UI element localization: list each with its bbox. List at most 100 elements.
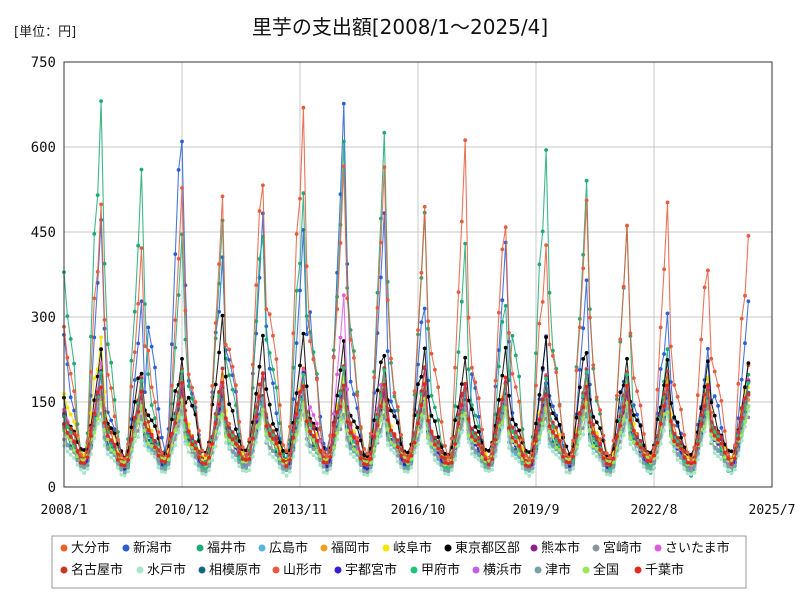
series-point bbox=[675, 440, 680, 444]
series-point bbox=[116, 465, 120, 470]
series-point bbox=[247, 460, 252, 465]
series-point bbox=[466, 440, 471, 444]
series-point bbox=[234, 435, 238, 439]
series-point bbox=[109, 430, 114, 435]
series-point bbox=[736, 436, 741, 441]
series-point bbox=[116, 457, 120, 462]
series-point bbox=[112, 458, 117, 463]
series-point bbox=[200, 471, 205, 476]
series-point bbox=[385, 349, 390, 354]
series-point bbox=[712, 429, 717, 434]
series-point bbox=[544, 243, 548, 248]
series-point bbox=[99, 99, 103, 103]
series-point bbox=[163, 467, 168, 472]
series-point bbox=[341, 402, 346, 407]
series-point bbox=[547, 429, 552, 434]
series-point bbox=[429, 351, 434, 356]
series-point bbox=[355, 425, 360, 430]
x-tick-label: 2025/7 bbox=[749, 503, 796, 518]
series-point bbox=[385, 298, 390, 302]
series-point bbox=[621, 284, 626, 289]
series-point bbox=[422, 306, 427, 311]
series-point bbox=[348, 451, 353, 456]
series-point bbox=[554, 445, 559, 450]
series-point bbox=[240, 445, 245, 450]
legend-item: さいたま市 bbox=[654, 540, 730, 556]
series-point bbox=[180, 369, 184, 374]
series-point bbox=[385, 427, 390, 432]
series-point bbox=[301, 191, 306, 196]
series-point bbox=[153, 455, 157, 459]
series-point bbox=[524, 463, 528, 468]
series-point bbox=[601, 460, 606, 465]
series-point bbox=[459, 219, 464, 224]
series-point bbox=[281, 449, 285, 453]
series-point bbox=[146, 325, 151, 330]
series-point bbox=[463, 138, 468, 143]
series-point bbox=[65, 355, 70, 360]
series-point bbox=[615, 393, 619, 398]
series-point bbox=[395, 420, 400, 425]
series-point bbox=[105, 437, 110, 442]
series-point bbox=[227, 438, 232, 443]
series-point bbox=[507, 426, 511, 430]
series-point bbox=[473, 448, 478, 453]
series-point bbox=[368, 469, 373, 474]
series-point bbox=[362, 472, 366, 477]
series-point bbox=[547, 342, 552, 347]
series-point bbox=[665, 311, 670, 316]
series-point bbox=[389, 447, 393, 452]
series-point bbox=[95, 390, 100, 395]
legend-marker bbox=[198, 566, 206, 574]
series-point bbox=[618, 337, 623, 342]
series-point bbox=[534, 351, 538, 356]
series-point bbox=[551, 354, 555, 358]
series-point bbox=[604, 472, 609, 477]
series-point bbox=[180, 186, 184, 190]
x-tick-label: 2013/11 bbox=[273, 503, 328, 518]
series-point bbox=[358, 425, 363, 429]
series-point bbox=[712, 413, 717, 418]
series-point bbox=[112, 414, 117, 419]
legend-marker bbox=[60, 544, 68, 552]
legend-item: 千葉市 bbox=[634, 562, 684, 578]
series-point bbox=[655, 455, 660, 460]
legend-item: 山形市 bbox=[272, 562, 322, 578]
series-point bbox=[534, 383, 538, 388]
series-13 bbox=[62, 105, 751, 464]
series-point bbox=[503, 406, 508, 411]
series-point bbox=[240, 459, 245, 464]
series-point bbox=[170, 443, 174, 448]
series-point bbox=[372, 434, 377, 439]
series-point bbox=[537, 441, 542, 445]
series-point bbox=[234, 441, 238, 446]
series-point bbox=[237, 460, 242, 464]
series-point bbox=[547, 290, 552, 295]
series-point bbox=[217, 431, 222, 436]
series-point bbox=[527, 457, 532, 462]
legend-label: 宇都宮市 bbox=[345, 562, 397, 578]
series-point bbox=[109, 448, 114, 452]
legend-label: 大分市 bbox=[71, 540, 110, 556]
series-point bbox=[311, 438, 316, 443]
series-point bbox=[645, 458, 650, 463]
series-point bbox=[65, 430, 70, 435]
series-point bbox=[119, 472, 124, 477]
series-point bbox=[335, 372, 339, 377]
series-point bbox=[254, 319, 259, 324]
series-point bbox=[459, 382, 464, 386]
series-point bbox=[358, 438, 363, 443]
series-point bbox=[68, 412, 73, 417]
series-point bbox=[79, 464, 83, 468]
series-point bbox=[433, 367, 437, 372]
legend-item: 名古屋市 bbox=[60, 562, 123, 578]
series-point bbox=[341, 383, 346, 388]
series-point bbox=[352, 419, 356, 424]
series-point bbox=[328, 463, 333, 468]
series-point bbox=[709, 428, 714, 433]
series-point bbox=[500, 373, 505, 378]
series-point bbox=[537, 321, 542, 326]
series-point bbox=[68, 371, 73, 376]
series-point bbox=[642, 432, 646, 436]
series-point bbox=[510, 429, 515, 434]
